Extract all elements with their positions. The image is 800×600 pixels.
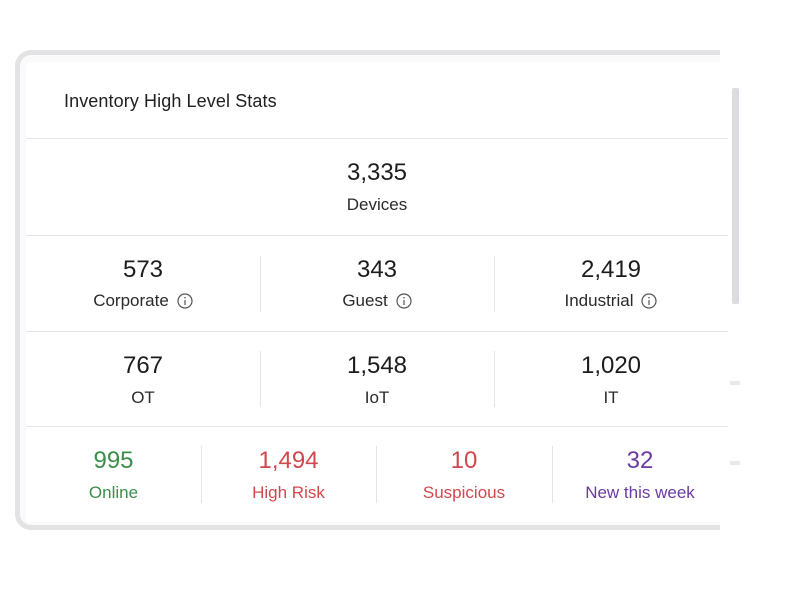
stat-online[interactable]: 995 Online [26, 427, 201, 522]
stat-ot-label: OT [26, 388, 260, 408]
stat-ot[interactable]: 767 OT [26, 332, 260, 426]
stat-high-risk-label-text: High Risk [252, 483, 325, 502]
stat-suspicious-value: 10 [450, 447, 478, 474]
stat-high-risk-label: High Risk [201, 483, 376, 503]
stat-guest-label: Guest [260, 291, 494, 311]
column-divider [494, 256, 495, 312]
scrollbar-thumb[interactable] [732, 88, 739, 304]
stat-online-value: 995 [93, 447, 134, 474]
stat-corporate[interactable]: 573 Corporate [26, 236, 260, 331]
stat-industrial-value: 2,419 [580, 256, 642, 283]
stat-guest-label-text: Guest [342, 291, 388, 310]
stat-it-value: 1,020 [580, 352, 642, 379]
total-devices-stat[interactable]: 3,335 Devices [26, 139, 728, 235]
column-divider [201, 446, 202, 503]
card-header: Inventory High Level Stats [26, 62, 728, 139]
column-divider [260, 351, 261, 407]
column-divider [494, 351, 495, 407]
stat-high-risk-value: 1,494 [258, 447, 319, 474]
info-icon[interactable] [177, 293, 193, 309]
stat-corporate-value: 573 [122, 256, 164, 283]
type-row: 767 OT 1,548 IoT 1,020 IT [26, 332, 728, 427]
scroll-mark [730, 461, 740, 465]
total-row: 3,335 Devices [26, 139, 728, 236]
stat-suspicious[interactable]: 10 Suspicious [376, 427, 552, 522]
status-row: 995 Online 1,494 High Risk 10 Suspicious… [26, 427, 728, 522]
column-divider [260, 256, 261, 312]
stat-new-this-week[interactable]: 32 New this week [552, 427, 728, 522]
stat-new-this-week-value: 32 [626, 447, 654, 474]
stat-it[interactable]: 1,020 IT [494, 332, 728, 426]
stat-industrial-label-text: Industrial [564, 291, 634, 310]
stat-guest-value: 343 [356, 256, 398, 283]
stat-industrial-label: Industrial [494, 291, 728, 311]
category-row: 573 Corporate 343 Guest 2,419 Industrial [26, 236, 728, 332]
stat-it-label: IT [494, 388, 728, 408]
stat-ot-label-text: OT [131, 388, 155, 407]
stat-online-label-text: Online [88, 483, 139, 502]
info-icon[interactable] [396, 293, 412, 309]
stat-iot-label: IoT [260, 388, 494, 408]
info-icon[interactable] [641, 293, 658, 309]
scroll-mark [730, 381, 740, 385]
stat-suspicious-label: Suspicious [376, 483, 552, 503]
total-devices-label-text: Devices [346, 195, 408, 214]
stat-iot-label-text: IoT [364, 388, 390, 407]
total-devices-value: 3,335 [346, 159, 408, 186]
stat-it-label-text: IT [603, 388, 619, 407]
stat-industrial[interactable]: 2,419 Industrial [494, 236, 728, 331]
column-divider [376, 446, 377, 503]
stat-guest[interactable]: 343 Guest [260, 236, 494, 331]
stat-high-risk[interactable]: 1,494 High Risk [201, 427, 376, 522]
column-divider [552, 446, 553, 503]
stat-suspicious-label-text: Suspicious [422, 483, 506, 502]
inventory-stats-card: Inventory High Level Stats 3,335 Devices… [26, 62, 728, 522]
stat-iot-value: 1,548 [346, 352, 408, 379]
stat-new-this-week-label-text: New this week [585, 483, 695, 502]
total-devices-label: Devices [26, 195, 728, 215]
card-title: Inventory High Level Stats [64, 91, 277, 111]
stat-new-this-week-label: New this week [552, 483, 728, 503]
stat-corporate-label-text: Corporate [93, 291, 169, 310]
stat-corporate-label: Corporate [26, 291, 260, 311]
stat-ot-value: 767 [122, 352, 164, 379]
stat-online-label: Online [26, 483, 201, 503]
stat-iot[interactable]: 1,548 IoT [260, 332, 494, 426]
